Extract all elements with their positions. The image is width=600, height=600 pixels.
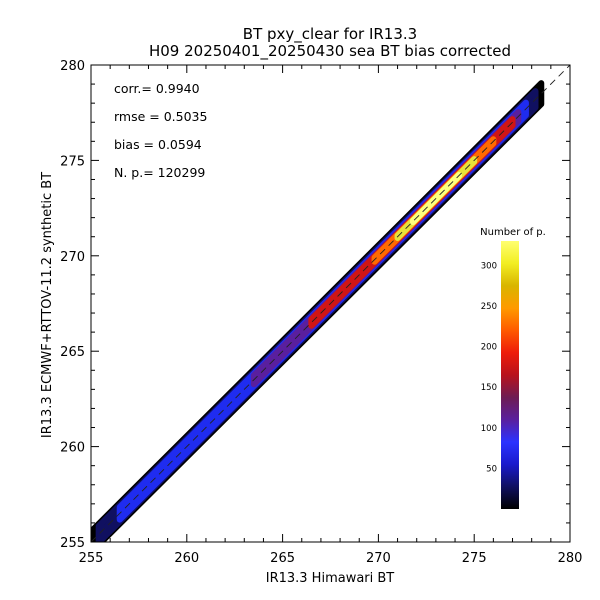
x-tick-label: 260 xyxy=(174,551,199,566)
y-tick-label: 270 xyxy=(60,250,85,265)
plot-frame xyxy=(90,64,571,543)
colorbar-tick-label: 150 xyxy=(481,383,497,393)
colorbar-tick-label: 250 xyxy=(481,302,497,312)
x-tick-label: 270 xyxy=(366,551,391,566)
x-tick-label: 280 xyxy=(558,551,583,566)
axes: 255 260 265 270 275 280 255 260 265 270 275 280 xyxy=(60,59,582,566)
stat-bias: bias = 0.0594 xyxy=(114,137,202,152)
y-tick-label: 275 xyxy=(60,154,85,169)
colorbar-tick-label: 200 xyxy=(481,343,497,353)
one-to-one-line xyxy=(90,64,571,543)
y-tick-label: 260 xyxy=(60,441,85,456)
x-tick-label: 275 xyxy=(462,551,487,566)
statistics-block: corr.= 0.9940 rmse = 0.5035 bias = 0.0594 N… xyxy=(114,81,207,180)
y-tick-label: 280 xyxy=(60,59,85,74)
stat-corr: corr.= 0.9940 xyxy=(114,81,200,96)
stat-rmse: rmse = 0.5035 xyxy=(114,109,207,124)
x-tick-label: 265 xyxy=(270,551,295,566)
chart-title: BT pxy_clear for IR13.3 xyxy=(243,25,417,44)
colorbar xyxy=(501,241,519,509)
x-tick-label: 255 xyxy=(79,551,104,566)
y-tick-label: 255 xyxy=(60,536,85,551)
chart-subtitle: H09 20250401_20250430 sea BT bias correc… xyxy=(149,42,511,61)
y-tick-label: 265 xyxy=(60,345,85,360)
colorbar-title: Number of p. xyxy=(480,227,546,238)
colorbar-ticks: 50 100 150 200 250 300 xyxy=(481,261,497,474)
colorbar-tick-label: 100 xyxy=(481,424,497,434)
x-axis-label: IR13.3 Himawari BT xyxy=(266,571,395,586)
colorbar-tick-label: 50 xyxy=(486,464,497,474)
stat-np: N. p.= 120299 xyxy=(114,165,205,180)
y-axis-label: IR13.3 ECMWF+RTTOV-11.2 synthetic BT xyxy=(40,172,55,438)
colorbar-tick-label: 300 xyxy=(481,261,497,271)
